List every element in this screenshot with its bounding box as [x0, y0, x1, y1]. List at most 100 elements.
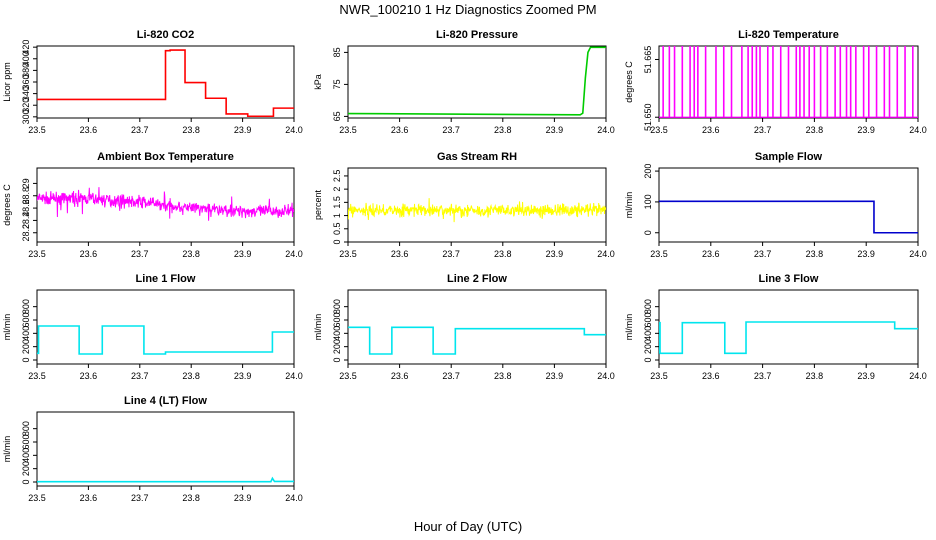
x-tick-label: 23.5: [28, 249, 46, 259]
x-tick-label: 23.9: [546, 125, 564, 135]
series-group: [37, 187, 294, 221]
y-tick-label: 2.5: [332, 170, 342, 183]
panel-5: Gas Stream RH percent 23.5 23.6 23.7 23.8 23.9…: [313, 151, 615, 259]
panel-title: Line 3 Flow: [759, 273, 819, 285]
series-group: [348, 326, 606, 355]
plot-frame: [36, 411, 295, 487]
x-tick-label: 23.9: [546, 249, 564, 259]
panel-title: Line 1 Flow: [136, 273, 196, 285]
x-tick-label: 23.7: [131, 249, 149, 259]
y-axis-label: degrees C: [2, 184, 12, 226]
x-tick-label: 23.6: [80, 125, 98, 135]
y-axis-label: ml/min: [2, 436, 12, 463]
series-line: [37, 325, 294, 355]
y-tick-label: 28.8: [21, 187, 31, 205]
y-tick-label: 51.650: [643, 103, 653, 131]
y-tick-label: 400: [332, 326, 342, 341]
y-tick-label: 0.5: [332, 223, 342, 236]
y-axis-label: ml/min: [624, 314, 634, 341]
panel-title: Li-820 Pressure: [436, 29, 518, 41]
y-tick-label: 0: [643, 357, 653, 362]
series-group: [37, 325, 294, 355]
x-tick-label: 23.7: [754, 125, 772, 135]
x-tick-label: 23.9: [234, 125, 252, 135]
x-tick-label: 24.0: [285, 125, 303, 135]
y-tick-label: 320: [21, 98, 31, 113]
y-tick-label: 600: [21, 312, 31, 327]
panel-9: Line 3 Flow ml/min 23.5 23.6 23.7 23.8 23.9 24.…: [624, 273, 927, 381]
y-tick-label: 800: [21, 299, 31, 314]
x-tick-label: 23.6: [80, 249, 98, 259]
x-tick-label: 23.5: [28, 125, 46, 135]
x-tick-label: 23.6: [702, 249, 720, 259]
y-axis-label: Licor ppm: [2, 62, 12, 102]
x-tick-label: 23.6: [391, 125, 409, 135]
y-tick-label: 400: [21, 51, 31, 66]
x-tick-label: 23.8: [182, 493, 200, 503]
series-line: [37, 476, 294, 483]
x-tick-label: 23.5: [650, 125, 668, 135]
y-axis-label: percent: [313, 189, 323, 220]
x-tick-label: 23.6: [702, 125, 720, 135]
panel-8: Line 2 Flow ml/min 23.5 23.6 23.7 23.8 23.9 24.…: [313, 273, 615, 381]
y-tick-label: 200: [332, 339, 342, 354]
x-tick-label: 23.7: [442, 249, 460, 259]
y-tick-label: 0: [332, 357, 342, 362]
x-tick-label: 24.0: [597, 371, 615, 381]
y-tick-label: 0: [21, 357, 31, 362]
x-tick-label: 23.8: [806, 125, 824, 135]
x-tick-label: 23.9: [857, 371, 875, 381]
panel-6: Sample Flow ml/min 23.5 23.6 23.7 23.8 23.9 24.…: [624, 151, 927, 259]
x-tick-label: 23.5: [339, 371, 357, 381]
y-tick-label: 51.665: [643, 46, 653, 74]
y-axis-label: ml/min: [313, 314, 323, 341]
x-tick-label: 23.6: [702, 371, 720, 381]
y-tick-label: 0: [21, 479, 31, 484]
panel-4: Ambient Box Temperature degrees C 23.5 23.6…: [2, 151, 303, 259]
x-tick-label: 23.8: [806, 371, 824, 381]
plot-frame: [658, 289, 919, 365]
y-tick-label: 29: [21, 178, 31, 188]
series-group: [659, 46, 918, 118]
y-tick-label: 200: [643, 164, 653, 179]
x-tick-label: 24.0: [285, 249, 303, 259]
x-tick-label: 23.7: [442, 125, 460, 135]
plot-frame: [347, 45, 607, 119]
x-tick-label: 24.0: [909, 125, 927, 135]
x-tick-label: 23.9: [234, 493, 252, 503]
panel-title: Li-820 CO2: [137, 29, 194, 41]
plot-frame: [658, 167, 919, 243]
y-tick-label: 600: [332, 312, 342, 327]
panel-2: Li-820 Pressure kPa 23.5 23.6 23.7 23.8 23.9 24…: [313, 29, 615, 135]
y-tick-label: 600: [643, 312, 653, 327]
x-tick-label: 23.8: [494, 249, 512, 259]
x-tick-label: 23.9: [546, 371, 564, 381]
x-tick-label: 23.8: [494, 125, 512, 135]
series-line: [659, 200, 918, 234]
x-tick-label: 24.0: [597, 125, 615, 135]
x-tick-label: 23.8: [182, 125, 200, 135]
series-line: [659, 321, 918, 355]
x-tick-label: 23.7: [442, 371, 460, 381]
x-tick-label: 23.6: [80, 493, 98, 503]
x-tick-label: 23.9: [234, 371, 252, 381]
y-tick-label: 600: [21, 434, 31, 449]
y-tick-label: 800: [332, 299, 342, 314]
plot-frame: [36, 289, 295, 365]
x-tick-label: 23.7: [131, 371, 149, 381]
y-tick-label: 340: [21, 86, 31, 101]
series-line: [348, 198, 606, 223]
x-tick-label: 23.9: [857, 249, 875, 259]
plot-frame: [347, 167, 607, 243]
y-tick-label: 1: [332, 213, 342, 218]
main-title: NWR_100210 1 Hz Diagnostics Zoomed PM: [339, 2, 596, 17]
x-tick-label: 23.5: [339, 249, 357, 259]
x-tick-label: 23.7: [131, 493, 149, 503]
panel-title: Sample Flow: [755, 151, 823, 163]
y-tick-label: 380: [21, 63, 31, 78]
y-axis-label: ml/min: [624, 192, 634, 219]
y-tick-label: 300: [21, 109, 31, 124]
y-tick-label: 200: [21, 461, 31, 476]
y-tick-label: 100: [643, 194, 653, 209]
